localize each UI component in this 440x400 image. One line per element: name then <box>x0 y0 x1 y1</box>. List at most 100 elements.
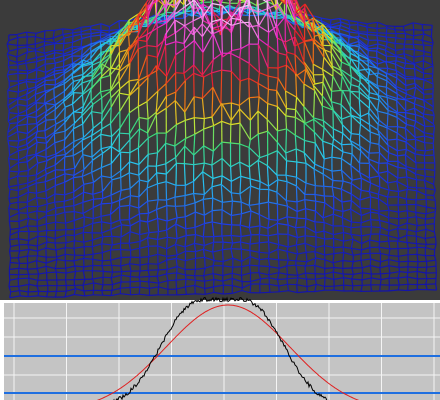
mesh-edge <box>295 73 305 85</box>
mesh-edge <box>64 35 74 39</box>
mesh-edge <box>341 124 352 135</box>
mesh-edge <box>92 190 103 195</box>
mesh-edge <box>145 0 149 4</box>
mesh-edge <box>422 39 434 44</box>
mesh-edge <box>157 218 160 232</box>
mesh-edge <box>166 196 176 201</box>
mesh-edge <box>378 220 382 228</box>
mesh-edge <box>368 177 372 184</box>
mesh-edge <box>138 180 141 197</box>
mesh-edge <box>369 253 372 260</box>
mesh-edge <box>204 278 215 282</box>
mesh-edge <box>202 223 206 237</box>
mesh-edge <box>314 81 324 85</box>
mesh-edge <box>353 253 362 256</box>
mesh-edge <box>425 283 436 285</box>
mesh-edge <box>138 77 149 88</box>
mesh-edge <box>424 255 428 262</box>
mesh-edge <box>303 152 307 164</box>
mesh-edge <box>312 19 323 46</box>
mesh-edge <box>332 179 344 182</box>
mesh-edge <box>25 81 37 84</box>
mesh-edge <box>366 26 377 30</box>
mesh-edge <box>119 204 130 208</box>
mesh-edge <box>8 250 12 259</box>
mesh-edge <box>405 167 416 175</box>
mesh-edge <box>312 38 315 41</box>
mesh-edge <box>44 77 46 81</box>
mesh-edge <box>385 49 397 57</box>
mesh-edge <box>110 189 122 196</box>
mesh-edge <box>278 283 288 287</box>
mesh-edge <box>118 88 121 94</box>
mesh-edge <box>36 181 46 184</box>
mesh-edge <box>10 261 20 264</box>
mesh-edge <box>9 122 18 125</box>
mesh-edge <box>184 72 195 82</box>
mesh-edge <box>341 61 351 67</box>
mesh-edge <box>385 61 389 69</box>
mesh-edge <box>127 51 130 65</box>
mesh-edge <box>357 24 367 28</box>
mesh-edge <box>202 171 214 180</box>
mesh-edge <box>239 193 242 203</box>
mesh-edge <box>140 269 149 272</box>
mesh-edge <box>138 75 148 82</box>
mesh-edge <box>357 38 368 47</box>
mesh-edge <box>73 92 83 94</box>
mesh-edge <box>416 243 427 245</box>
mesh-edge <box>81 135 92 141</box>
mesh-edge <box>83 289 94 292</box>
mesh-edge <box>73 257 84 262</box>
mesh-edge <box>92 51 103 63</box>
mesh-edge <box>27 268 38 270</box>
mesh-edge <box>184 216 187 229</box>
mesh-edge <box>266 165 270 187</box>
mesh-edge <box>17 250 21 258</box>
mesh-edge <box>285 36 296 43</box>
mesh-edge <box>130 293 140 296</box>
mesh-edge <box>314 90 323 107</box>
mesh-edge <box>295 260 308 263</box>
mesh-edge <box>90 23 101 27</box>
mesh-edge <box>174 244 178 256</box>
mesh-edge <box>239 122 251 141</box>
mesh-edge <box>147 237 158 240</box>
mesh-edge <box>424 229 427 239</box>
mesh-edge <box>82 232 85 243</box>
mesh-edge <box>175 223 187 230</box>
mesh-edge <box>185 180 194 186</box>
mesh-edge <box>322 33 332 47</box>
mesh-edge <box>165 124 177 134</box>
mesh-edge <box>110 256 122 261</box>
mesh-edge <box>54 66 64 69</box>
mesh-edge <box>193 96 203 99</box>
mesh-edge <box>431 42 434 46</box>
mesh-edge <box>415 86 425 95</box>
profile-grid <box>4 303 440 400</box>
mesh-edge <box>248 62 260 74</box>
mesh-edge <box>118 63 130 72</box>
mesh-edge <box>388 152 398 157</box>
mesh-edge <box>156 19 167 23</box>
mesh-edge <box>92 152 103 161</box>
mesh-edge <box>313 131 324 142</box>
mesh-edge <box>139 256 149 259</box>
mesh-edge <box>232 290 242 294</box>
mesh-edge <box>241 272 251 276</box>
mesh-edge <box>398 196 407 200</box>
mesh-edge <box>304 118 314 125</box>
mesh-edge <box>386 27 395 31</box>
mesh-edge <box>7 65 10 70</box>
mesh-edge <box>349 106 352 116</box>
mesh-edge <box>193 193 196 203</box>
mesh-edge <box>84 216 94 220</box>
mesh-edge <box>331 171 334 181</box>
mesh-edge <box>376 47 379 52</box>
mesh-edge <box>64 293 75 298</box>
mesh-edge <box>73 139 83 149</box>
mesh-edge <box>405 168 408 178</box>
mesh-edge <box>82 192 85 203</box>
mesh-edge <box>175 224 178 239</box>
mesh-edge <box>35 142 38 155</box>
